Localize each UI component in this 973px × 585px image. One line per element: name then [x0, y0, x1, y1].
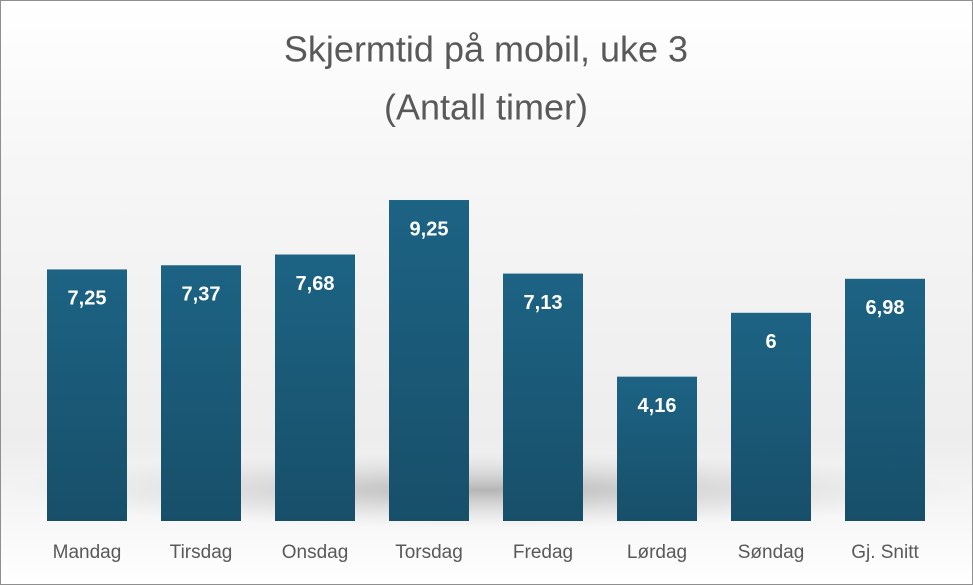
- bar: [389, 200, 469, 521]
- chart-title: Skjermtid på mobil, uke 3: [284, 29, 688, 70]
- x-tick-label: Onsdag: [282, 542, 349, 563]
- value-label: 7,13: [524, 292, 563, 314]
- x-tick-label: Torsdag: [395, 542, 463, 563]
- value-label: 7,25: [68, 288, 107, 310]
- bar: [617, 376, 697, 521]
- value-label: 7,68: [296, 273, 335, 295]
- value-label: 9,25: [410, 218, 449, 240]
- x-tick-label: Fredag: [513, 542, 573, 563]
- bar: [503, 273, 583, 521]
- value-label: 6: [765, 331, 776, 353]
- x-tick-label: Lørdag: [627, 542, 687, 563]
- x-tick-label: Søndag: [738, 542, 805, 563]
- bar: [47, 269, 127, 521]
- chart-subtitle: (Antall timer): [384, 87, 588, 128]
- value-label: 6,98: [866, 297, 905, 319]
- x-tick-label: Gj. Snitt: [851, 542, 919, 563]
- bar: [161, 265, 241, 521]
- x-tick-label: Mandag: [53, 542, 122, 563]
- bar: [731, 312, 811, 521]
- bar: [845, 278, 925, 521]
- x-tick-label: Tirsdag: [170, 542, 233, 563]
- floor-shadow: [6, 452, 966, 528]
- bar: [275, 254, 355, 521]
- value-label: 7,37: [182, 284, 221, 306]
- value-label: 4,16: [638, 395, 677, 417]
